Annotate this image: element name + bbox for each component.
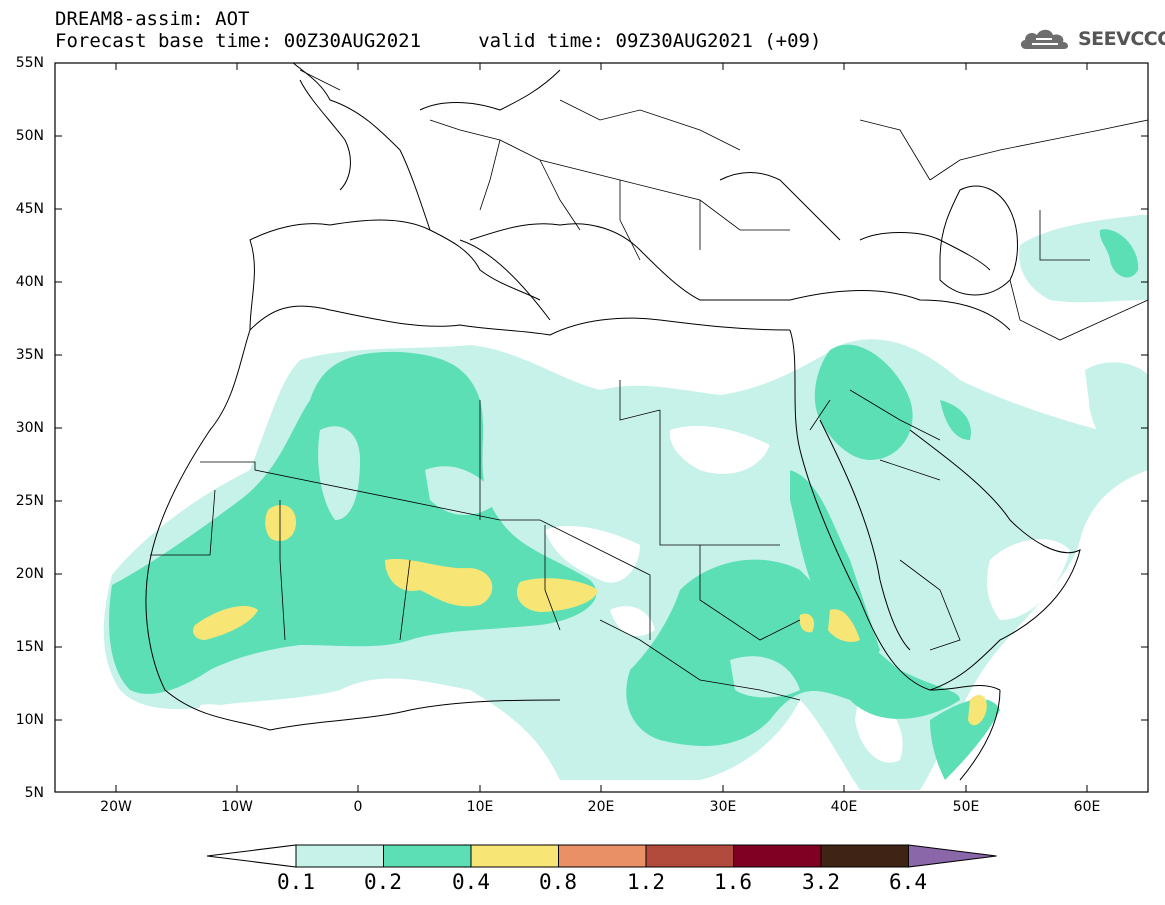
colorbar-segment (820, 844, 909, 868)
lon-label: 10W (221, 799, 253, 815)
lon-label: 50E (952, 799, 980, 815)
lat-label: 40N (15, 274, 44, 290)
coastlines (145, 63, 1081, 781)
colorbar-segment (295, 844, 384, 868)
aot-inner-low (318, 426, 800, 698)
colorbar-label: 6.4 (889, 870, 927, 894)
borders (150, 69, 1148, 701)
axis-ticks (55, 63, 1148, 792)
lon-label: 20E (587, 799, 615, 815)
lat-label: 45N (15, 201, 44, 217)
colorbar-segment (908, 844, 997, 868)
lat-label: 35N (15, 347, 44, 363)
lon-label: 40E (830, 799, 858, 815)
seevccc-logo: SEEVCCC (1018, 25, 1165, 53)
lon-label: 60E (1073, 799, 1101, 815)
lat-label: 10N (15, 712, 44, 728)
lat-label: 25N (15, 493, 44, 509)
colorbar-segment (558, 844, 647, 868)
colorbar-label: 1.6 (714, 870, 752, 894)
map-frame (54, 62, 1149, 793)
cloud-icon (1020, 29, 1069, 49)
colorbar-label: 0.1 (277, 870, 315, 894)
logo-text: SEEVCCC (1078, 28, 1165, 50)
lat-label: 5N (24, 785, 44, 801)
lat-label: 20N (15, 566, 44, 582)
lat-label: 30N (15, 420, 44, 436)
colorbar-segment (383, 844, 472, 868)
colorbar-label: 0.8 (539, 870, 577, 894)
chart-title: DREAM8-assim: AOT (55, 8, 250, 30)
colorbar-label: 3.2 (802, 870, 840, 894)
lat-label: 50N (15, 128, 44, 144)
aot-band-0.4-0.8 (193, 504, 987, 726)
colorbar-label: 0.2 (364, 870, 402, 894)
colorbar-label: 0.4 (452, 870, 490, 894)
lat-label: 55N (15, 55, 44, 71)
lon-label: 0 (353, 799, 363, 815)
lon-label: 20W (100, 799, 132, 815)
colorbar-segment (206, 844, 297, 868)
lat-label: 15N (15, 639, 44, 655)
chart-subtitle: Forecast base time: 00Z30AUG2021 valid t… (55, 30, 822, 52)
colorbar-segment (470, 844, 559, 868)
colorbar-segment (733, 844, 822, 868)
lon-label: 10E (466, 799, 494, 815)
lon-label: 30E (709, 799, 737, 815)
colorbar-segment (645, 844, 734, 868)
colorbar-label: 1.2 (627, 870, 665, 894)
